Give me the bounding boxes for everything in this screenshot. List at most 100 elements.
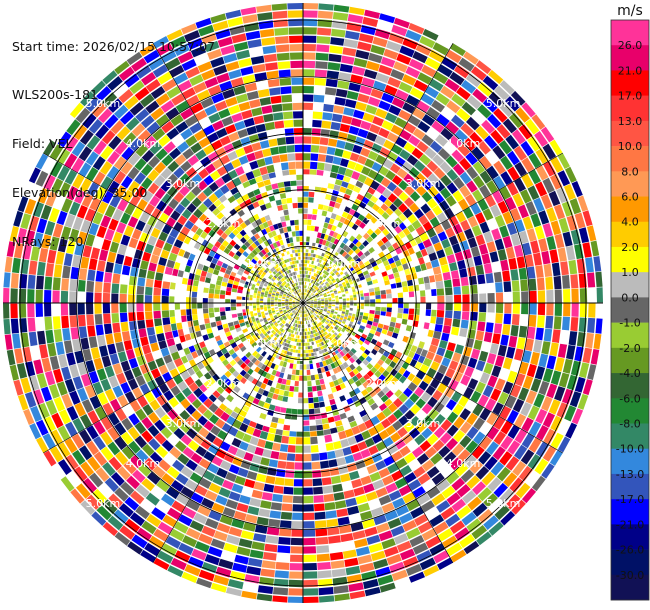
gate-cell	[319, 311, 323, 314]
gate-cell	[347, 285, 351, 289]
gate-cell	[306, 242, 310, 246]
gate-cell	[281, 268, 285, 273]
gate-cell	[326, 284, 330, 287]
gate-cell	[290, 348, 294, 353]
gate-cell	[251, 341, 258, 348]
colorbar-tick-label: -21.0	[616, 518, 644, 531]
gate-cell	[315, 362, 321, 369]
gate-cell	[262, 346, 267, 351]
gate-cell	[283, 267, 287, 272]
gate-cell	[294, 331, 297, 335]
gate-cell	[368, 288, 375, 293]
gate-cell	[328, 260, 333, 265]
gate-cell	[242, 296, 246, 300]
gate-cell	[303, 314, 305, 318]
gate-cell	[299, 285, 301, 289]
gate-cell	[261, 311, 265, 315]
gate-cell	[237, 312, 243, 317]
gate-cell	[240, 276, 247, 281]
gate-cell	[282, 307, 286, 310]
gate-cell	[288, 286, 292, 290]
gate-cell	[271, 310, 276, 313]
gate-cell	[341, 251, 348, 258]
gate-cell	[289, 237, 294, 243]
colorbar-tick-label: 0.0	[621, 291, 639, 304]
gate-cell	[303, 339, 306, 343]
gate-cell	[314, 277, 318, 281]
gate-cell	[265, 328, 270, 333]
gate-cell	[281, 245, 285, 249]
gate-cell	[350, 261, 357, 267]
gate-cell	[307, 260, 310, 264]
gate-cell	[312, 276, 315, 280]
gate-cell	[311, 293, 314, 296]
gate-cell	[335, 317, 339, 321]
gate-cell	[234, 323, 241, 329]
gate-cell	[278, 305, 282, 307]
gate-cell	[304, 274, 306, 278]
gate-cell	[294, 307, 298, 311]
gate-cell	[326, 338, 331, 342]
gate-cell	[320, 346, 324, 350]
gate-cell	[306, 267, 309, 271]
gate-cell	[337, 348, 342, 353]
gate-cell	[308, 316, 311, 320]
gate-cell	[227, 322, 234, 327]
gate-cell	[316, 336, 319, 340]
gate-cell	[321, 304, 325, 306]
gate-cell	[264, 269, 268, 274]
gate-cell	[327, 294, 331, 297]
gate-cell	[322, 345, 326, 349]
gate-cell	[303, 288, 305, 292]
gate-cell	[328, 305, 332, 308]
gate-cell	[311, 294, 315, 297]
gate-cell	[332, 322, 336, 327]
gate-cell	[318, 350, 323, 355]
gate-cell	[226, 287, 232, 292]
gate-cell	[347, 317, 351, 321]
gate-cell	[312, 253, 316, 258]
gate-cell	[316, 343, 320, 348]
gate-cell	[278, 271, 282, 275]
colorbar-tick-label: -26.0	[616, 544, 644, 557]
gate-cell	[355, 257, 362, 264]
gate-cell	[336, 233, 342, 240]
gate-cell	[286, 296, 290, 299]
gate-cell	[369, 310, 375, 315]
gate-cell	[265, 263, 269, 268]
gate-cell	[309, 311, 312, 315]
gate-cell	[286, 309, 290, 312]
gate-cell	[342, 237, 349, 244]
gate-cell	[321, 320, 325, 324]
gate-cell	[285, 299, 289, 301]
gate-cell	[315, 320, 318, 324]
gate-cell	[273, 336, 278, 341]
gate-cell	[294, 291, 297, 294]
gate-cell	[321, 299, 325, 301]
gate-cell	[290, 280, 293, 284]
gate-cell	[337, 321, 342, 325]
gate-cell	[331, 225, 337, 232]
gate-cell	[278, 295, 283, 298]
gate-cell	[366, 336, 373, 342]
gate-cell	[296, 301, 299, 303]
gate-cell	[295, 327, 298, 331]
gate-cell	[364, 303, 370, 307]
gate-cell	[334, 349, 339, 355]
gate-cell	[291, 345, 294, 349]
gate-cell	[251, 258, 258, 265]
gate-cell	[261, 249, 267, 256]
gate-cell	[345, 246, 352, 253]
gate-cell	[290, 307, 293, 310]
gate-cell	[364, 260, 371, 267]
gate-cell	[251, 249, 258, 256]
gate-cell	[305, 349, 309, 354]
gate-cell	[361, 333, 368, 339]
gate-cell	[294, 312, 297, 315]
gate-cell	[289, 297, 293, 300]
gate-cell	[279, 327, 283, 331]
gate-cell	[300, 292, 302, 296]
gate-cell	[295, 320, 298, 324]
gate-cell	[301, 296, 303, 299]
